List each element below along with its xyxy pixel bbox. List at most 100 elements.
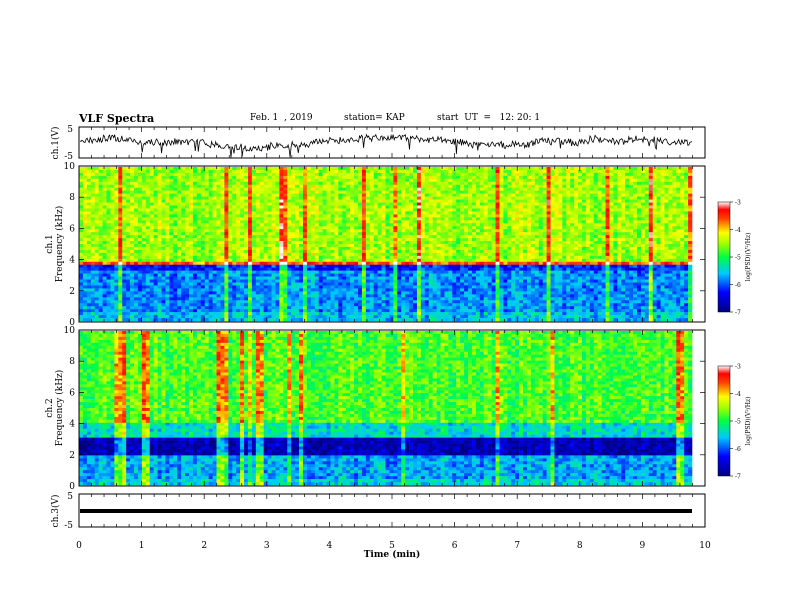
spectrogram-cell bbox=[464, 169, 469, 174]
spectrogram-cell bbox=[585, 229, 591, 233]
spectrogram-cell bbox=[534, 199, 540, 203]
spectrogram-cell bbox=[310, 199, 316, 203]
spectrogram-cell bbox=[291, 238, 296, 242]
spectrogram-cell bbox=[515, 199, 520, 203]
spectrogram-cell bbox=[181, 246, 186, 251]
spectrogram-cell bbox=[259, 202, 264, 206]
spectrogram-cell bbox=[98, 214, 103, 218]
spectrogram-cell bbox=[688, 175, 693, 180]
spectrogram-cell bbox=[401, 252, 406, 257]
spectrogram-cell bbox=[464, 187, 469, 191]
spectrogram-cell bbox=[134, 258, 139, 263]
spectrogram-cell bbox=[299, 199, 304, 203]
spectrogram-cell bbox=[90, 249, 96, 254]
spectrogram-cell bbox=[153, 175, 158, 180]
spectrogram-cell bbox=[676, 258, 681, 263]
spectrogram-cell bbox=[487, 196, 492, 200]
spectrogram-cell bbox=[420, 244, 426, 248]
spectrogram-cell bbox=[342, 238, 347, 242]
spectrogram-cell bbox=[464, 244, 469, 248]
spectrogram-cell bbox=[161, 190, 166, 194]
spectrogram-cell bbox=[157, 223, 162, 227]
spectrogram-cell bbox=[574, 167, 579, 171]
spectrogram-cell bbox=[444, 181, 449, 186]
spectrogram-cell bbox=[401, 214, 406, 218]
spectrogram-cell bbox=[302, 211, 308, 215]
spectrogram-cell bbox=[212, 223, 217, 227]
spectrogram-cell bbox=[644, 214, 650, 218]
spectrogram-cell bbox=[326, 172, 331, 177]
spectrogram-cell bbox=[302, 252, 308, 257]
spectrogram-cell bbox=[365, 175, 371, 180]
spectrogram-cell bbox=[405, 196, 410, 200]
spectrogram-cell bbox=[236, 229, 241, 233]
spectrogram-cell bbox=[232, 175, 237, 180]
spectrogram-cell bbox=[468, 244, 473, 248]
spectrogram-cell bbox=[444, 184, 449, 189]
spectrogram-cell bbox=[566, 244, 571, 248]
spectrogram-cell bbox=[491, 232, 496, 236]
spectrogram-cell bbox=[350, 208, 355, 212]
spectrogram-cell bbox=[503, 202, 508, 206]
spectrogram-cell bbox=[302, 229, 308, 233]
spectrogram-cell bbox=[566, 249, 571, 254]
spectrogram-cell bbox=[656, 229, 661, 233]
spectrogram-cell bbox=[267, 249, 272, 254]
spectrogram-cell bbox=[134, 178, 139, 183]
spectrogram-cell bbox=[118, 244, 123, 248]
spectrogram-cell bbox=[240, 252, 245, 257]
spectrogram-cell bbox=[251, 217, 257, 221]
spectrogram-cell bbox=[102, 211, 107, 215]
spectrogram-cell bbox=[530, 196, 536, 200]
spectrogram-cell bbox=[369, 175, 375, 180]
spectrogram-cell bbox=[633, 252, 638, 257]
spectrogram-cell bbox=[357, 205, 363, 209]
spectrogram-cell bbox=[644, 178, 650, 183]
spectrogram-cell bbox=[271, 175, 276, 180]
spectrogram-cell bbox=[189, 187, 194, 191]
spectrogram-cell bbox=[137, 214, 143, 218]
spectrogram-cell bbox=[405, 258, 410, 263]
spectrogram-cell bbox=[220, 205, 225, 209]
spectrogram-cell bbox=[644, 217, 650, 221]
spectrogram-cell bbox=[503, 214, 508, 218]
spectrogram-cell bbox=[263, 184, 268, 189]
spectrogram-cell bbox=[597, 193, 602, 197]
spectrogram-cell bbox=[574, 226, 579, 230]
spectrogram-cell bbox=[526, 205, 532, 209]
spectrogram-cell bbox=[185, 229, 190, 233]
spectrogram-cell bbox=[609, 235, 614, 239]
spectrogram-cell bbox=[98, 258, 103, 263]
spectrogram-cell bbox=[436, 211, 441, 215]
spectrogram-cell bbox=[357, 199, 363, 203]
spectrogram-cell bbox=[251, 169, 257, 174]
spectrogram-cell bbox=[652, 205, 657, 209]
spectrogram-cell bbox=[94, 255, 99, 260]
spectrogram-cell bbox=[475, 241, 481, 245]
spectrogram-cell bbox=[357, 187, 363, 191]
spectrogram-cell bbox=[122, 255, 127, 260]
spectrogram-cell bbox=[597, 199, 602, 203]
spectrogram-cell bbox=[491, 220, 496, 224]
spectrogram-cell bbox=[365, 249, 371, 254]
spectrogram-cell bbox=[161, 172, 166, 177]
spectrogram-cell bbox=[401, 229, 406, 233]
spectrogram-cell bbox=[259, 172, 264, 177]
spectrogram-cell bbox=[605, 178, 610, 183]
spectrogram-cell bbox=[334, 178, 339, 183]
spectrogram-cell bbox=[581, 208, 587, 212]
spectrogram-cell bbox=[200, 232, 206, 236]
spectrogram-cell bbox=[570, 172, 575, 177]
spectrogram-cell bbox=[530, 172, 536, 177]
spectrogram-cell bbox=[448, 196, 453, 200]
spectrogram-cell bbox=[495, 178, 500, 183]
spectrogram-cell bbox=[357, 172, 363, 177]
spectrogram-cell bbox=[181, 229, 186, 233]
spectrogram-cell bbox=[267, 252, 272, 257]
spectrogram-cell bbox=[401, 205, 406, 209]
spectrogram-cell bbox=[369, 246, 375, 251]
spectrogram-cell bbox=[122, 208, 127, 212]
spectrogram-cell bbox=[169, 169, 174, 174]
spectrogram-cell bbox=[149, 226, 154, 230]
spectrogram-cell bbox=[90, 246, 96, 251]
